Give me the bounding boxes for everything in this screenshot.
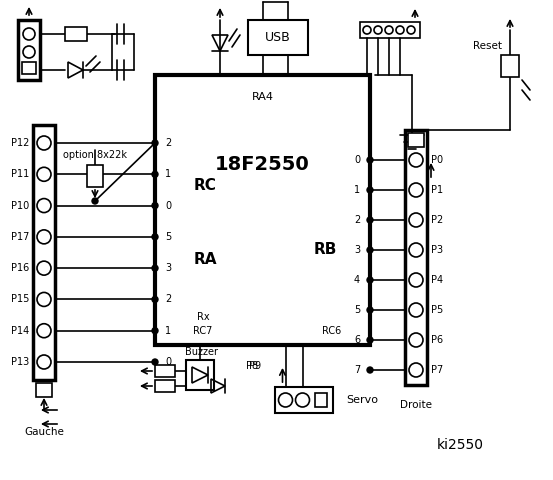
Text: RC: RC	[194, 178, 216, 192]
Bar	[87, 165, 103, 187]
Text: RA4: RA4	[252, 92, 274, 102]
Bar	[248, 20, 308, 55]
Text: 3: 3	[165, 263, 171, 273]
Text: 4: 4	[354, 275, 360, 285]
Text: P4: P4	[431, 275, 443, 285]
Circle shape	[367, 277, 373, 283]
Text: Rx: Rx	[197, 312, 210, 322]
Text: P15: P15	[11, 294, 29, 304]
Text: Droite: Droite	[400, 400, 432, 410]
Text: 3: 3	[354, 245, 360, 255]
Text: Gauche: Gauche	[24, 427, 64, 437]
Text: P9: P9	[249, 361, 261, 371]
Circle shape	[367, 307, 373, 313]
Bar	[18, 20, 40, 80]
Circle shape	[367, 337, 373, 343]
Text: P13: P13	[11, 357, 29, 367]
Bar	[33, 125, 55, 380]
Bar	[155, 365, 175, 377]
Text: P10: P10	[11, 201, 29, 211]
Text: P8: P8	[247, 361, 259, 371]
Text: 1: 1	[165, 326, 171, 336]
Bar	[408, 133, 424, 147]
Text: Servo: Servo	[347, 395, 378, 405]
Bar	[274, 387, 332, 413]
Text: P12: P12	[11, 138, 29, 148]
Circle shape	[367, 187, 373, 193]
Text: P16: P16	[11, 263, 29, 273]
Bar	[501, 55, 519, 77]
Text: P3: P3	[431, 245, 443, 255]
Text: P7: P7	[431, 365, 444, 375]
Text: RA: RA	[193, 252, 217, 267]
Circle shape	[152, 359, 158, 365]
Text: RC6: RC6	[322, 326, 342, 336]
Bar	[155, 75, 370, 345]
Text: P6: P6	[431, 335, 443, 345]
Text: 2: 2	[354, 215, 360, 225]
Text: P14: P14	[11, 326, 29, 336]
Text: 1: 1	[165, 169, 171, 180]
Circle shape	[367, 217, 373, 223]
Text: P5: P5	[431, 305, 444, 315]
Bar	[22, 62, 36, 74]
Bar	[65, 27, 87, 41]
Text: RC7: RC7	[194, 326, 213, 336]
Text: 6: 6	[354, 335, 360, 345]
Text: P1: P1	[431, 185, 443, 195]
Text: 18F2550: 18F2550	[215, 156, 310, 175]
Circle shape	[152, 171, 158, 177]
Circle shape	[152, 140, 158, 146]
Text: 1: 1	[354, 185, 360, 195]
Text: P2: P2	[431, 215, 444, 225]
Bar	[360, 22, 420, 38]
Circle shape	[367, 247, 373, 253]
Circle shape	[152, 328, 158, 334]
Circle shape	[152, 265, 158, 271]
Text: Buzzer: Buzzer	[185, 347, 218, 357]
Text: Reset: Reset	[473, 41, 502, 51]
Text: 2: 2	[165, 294, 171, 304]
Text: 2: 2	[165, 138, 171, 148]
Text: 5: 5	[354, 305, 360, 315]
Text: 0: 0	[165, 201, 171, 211]
Text: 7: 7	[354, 365, 360, 375]
Text: 0: 0	[165, 357, 171, 367]
Text: P11: P11	[11, 169, 29, 180]
Circle shape	[367, 157, 373, 163]
Circle shape	[92, 198, 98, 204]
Circle shape	[367, 367, 373, 373]
Bar	[315, 393, 326, 407]
Bar	[155, 380, 175, 392]
Text: 0: 0	[354, 155, 360, 165]
Circle shape	[152, 297, 158, 302]
Text: option 8x22k: option 8x22k	[63, 150, 127, 160]
Circle shape	[152, 234, 158, 240]
Bar	[405, 130, 427, 385]
Bar	[36, 383, 52, 397]
Text: ki2550: ki2550	[436, 438, 483, 452]
Text: P17: P17	[11, 232, 29, 242]
Circle shape	[152, 203, 158, 209]
Text: P0: P0	[431, 155, 443, 165]
Text: USB: USB	[265, 31, 291, 44]
Text: 5: 5	[165, 232, 171, 242]
Text: RB: RB	[314, 242, 337, 257]
Bar	[186, 360, 214, 390]
